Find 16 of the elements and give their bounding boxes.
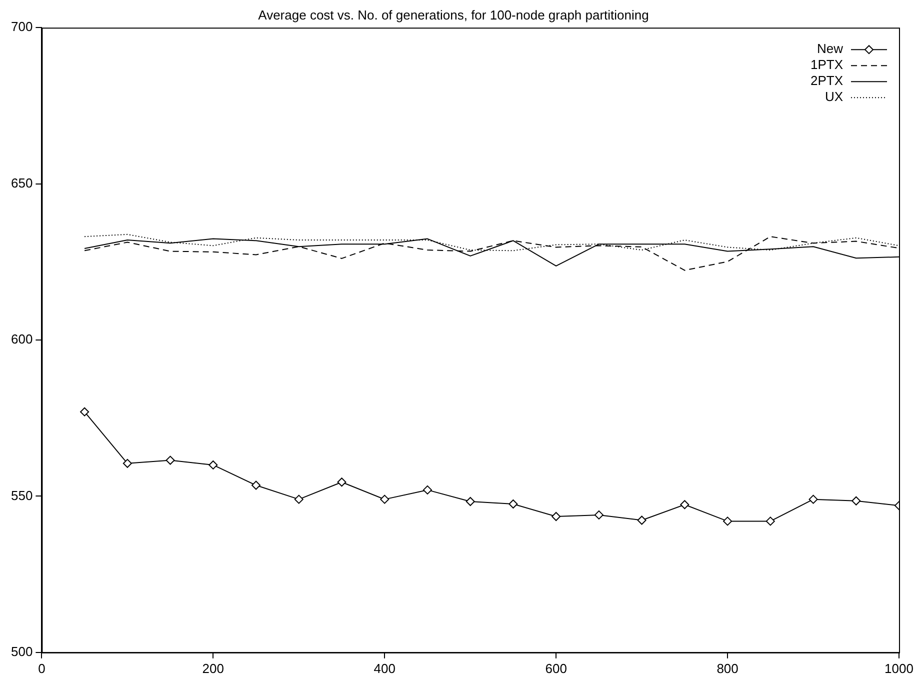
legend-label: New [816, 41, 844, 56]
y-tick-label: 550 [10, 488, 33, 503]
x-tick-label: 400 [374, 660, 396, 676]
y-tick-label: 500 [10, 644, 33, 659]
y-tick-label: 600 [10, 332, 33, 347]
x-tick-label: 1000 [884, 660, 914, 676]
legend-label: 1PTX [810, 57, 844, 72]
x-tick-label: 600 [545, 660, 567, 676]
x-tick-label: 200 [202, 660, 224, 676]
y-tick-label: 700 [10, 19, 33, 34]
y-tick-label: 650 [10, 175, 33, 190]
legend-label: UX [824, 89, 844, 104]
x-tick-label: 0 [38, 660, 46, 676]
legend-label: 2PTX [810, 73, 844, 88]
chart-title: Average cost vs. No. of generations, for 100-node graph partitioning [258, 7, 649, 22]
x-tick-label: 800 [716, 660, 738, 676]
